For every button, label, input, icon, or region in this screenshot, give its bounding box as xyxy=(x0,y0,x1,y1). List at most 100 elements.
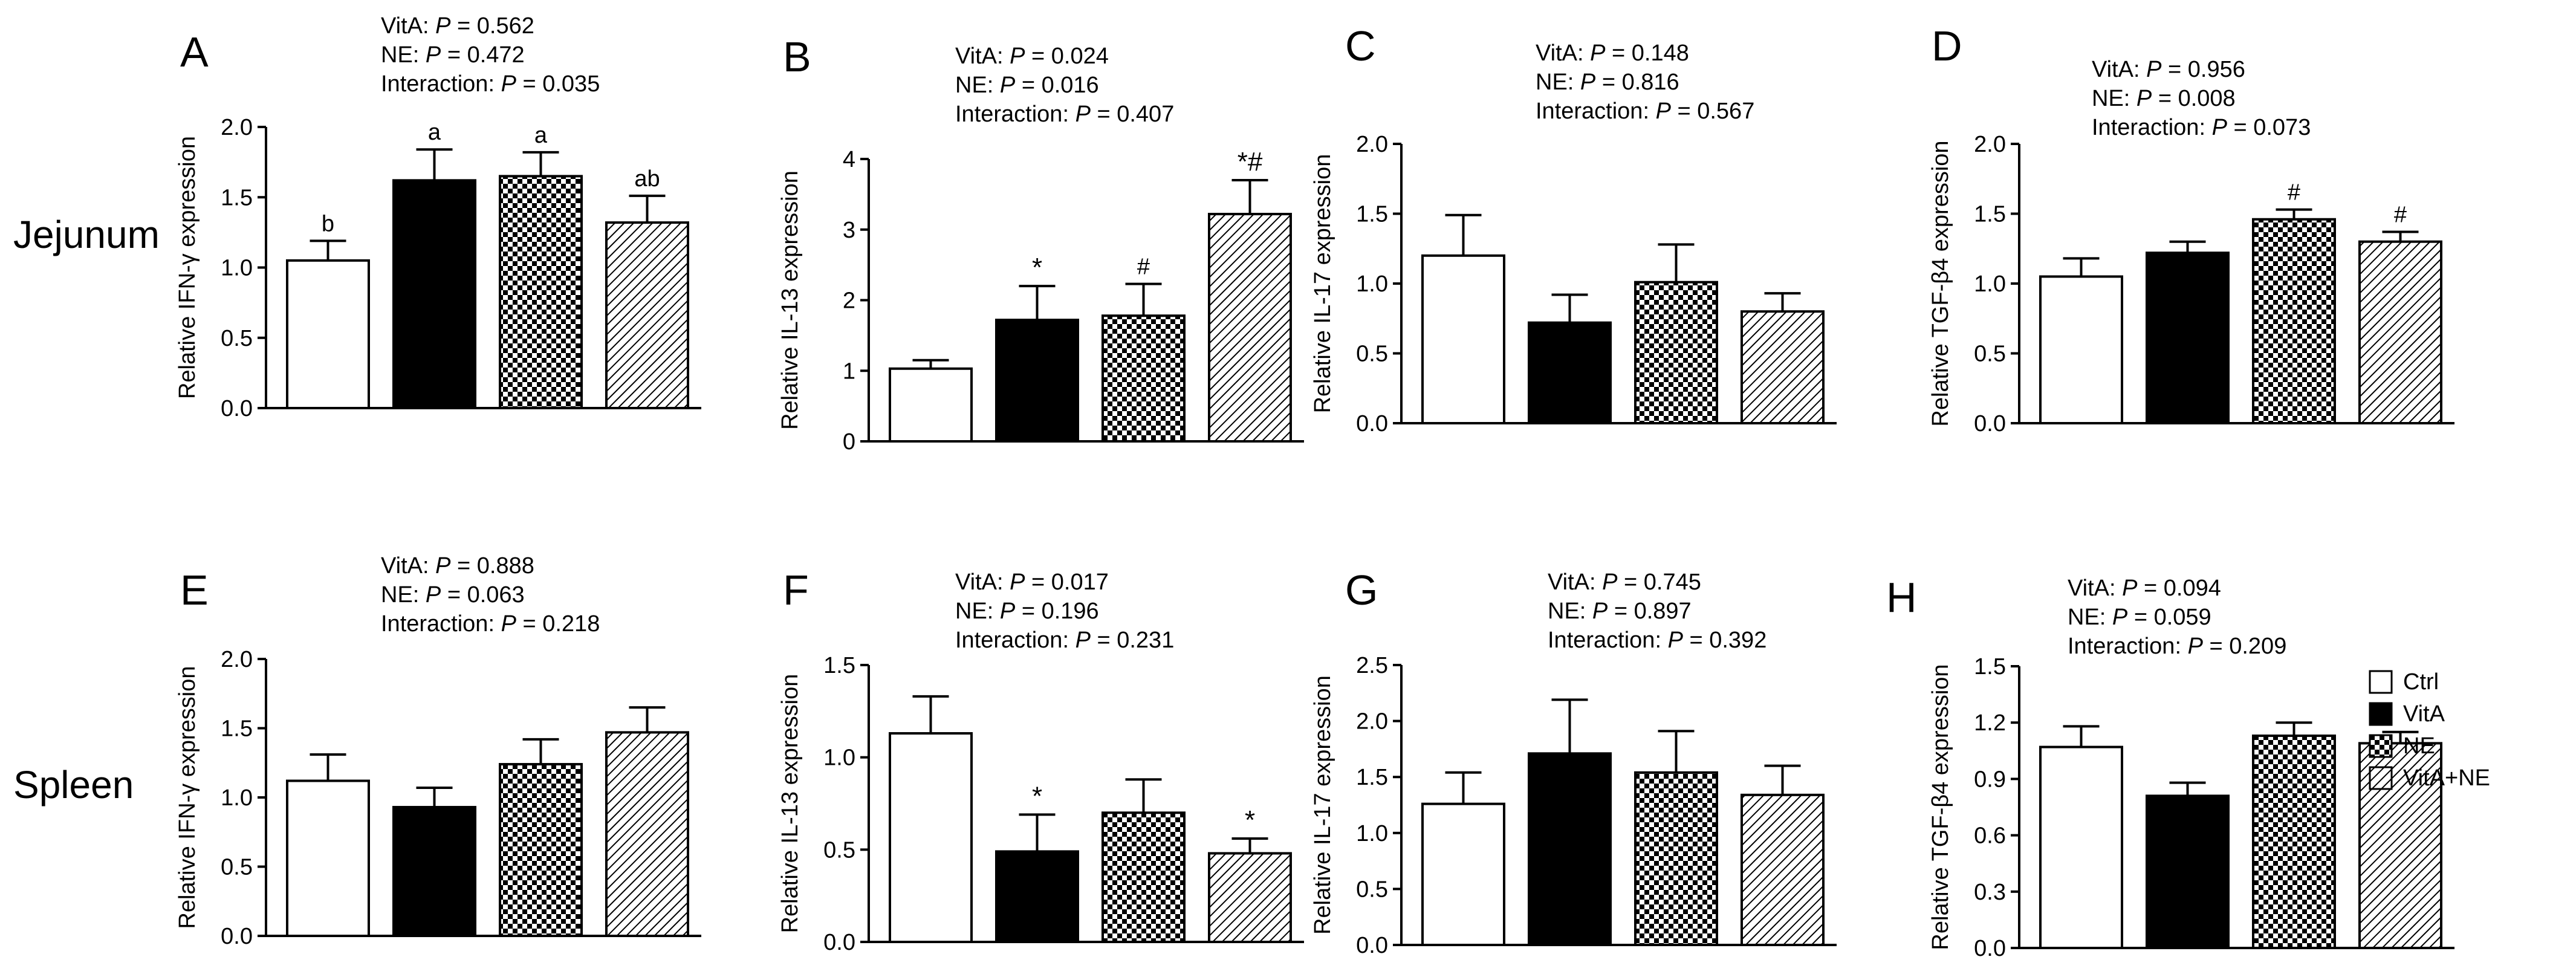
legend-label-vita-ne: VitA+NE xyxy=(2403,765,2490,791)
stat-line-f-1: VitA: P = 0.017 xyxy=(955,570,1109,595)
bar-e-ne xyxy=(499,763,583,938)
stat-line-e-3: Interaction: P = 0.218 xyxy=(381,611,600,637)
legend-item-ctrl: Ctrl xyxy=(2369,669,2439,695)
y-tick-label-f: 0.0 xyxy=(823,930,855,955)
bar-c-vita-ne xyxy=(1741,310,1825,425)
panel-d: D VitA: P = 0.956 NE: P = 0.008 Interaction… xyxy=(1928,22,2454,437)
significance-mark-b-vita: * xyxy=(1032,253,1042,282)
y-tick-label-b: 0 xyxy=(843,429,855,455)
legend-item-vita-ne: VitA+NE xyxy=(2369,765,2490,791)
bar-d-ne xyxy=(2252,218,2336,424)
significance-mark-a-vita: a xyxy=(428,120,441,145)
bar-b-ctrl xyxy=(889,367,973,443)
legend-swatch-ctrl xyxy=(2369,670,2393,694)
legend: Ctrl VitA NE VitA+NE xyxy=(2369,669,2490,791)
stat-line-c-1: VitA: P = 0.148 xyxy=(1536,41,1689,66)
y-tick-label-g: 1.5 xyxy=(1356,765,1388,790)
bar-a-ctrl xyxy=(286,259,370,409)
panel-letter-h: H xyxy=(1886,574,1917,621)
significance-mark-d-vita-ne: # xyxy=(2394,203,2407,228)
significance-mark-b-vita-ne: *# xyxy=(1238,147,1263,177)
y-tick-label-d: 1.0 xyxy=(1974,271,2006,297)
bar-d-vita xyxy=(2146,252,2230,424)
y-tick-label-e: 1.0 xyxy=(221,785,253,811)
y-tick-label-h: 1.5 xyxy=(1974,654,2006,680)
y-tick-label-a: 0.5 xyxy=(221,326,253,351)
panel-g: G VitA: P = 0.745 NE: P = 0.897 Interaction… xyxy=(1310,566,1837,958)
significance-mark-f-vita-ne: * xyxy=(1245,805,1255,835)
y-tick-label-c: 1.0 xyxy=(1356,271,1388,297)
y-tick-label-a: 1.0 xyxy=(221,256,253,281)
row-label-spleen: Spleen xyxy=(13,763,134,807)
y-tick-label-c: 2.0 xyxy=(1356,132,1388,157)
legend-item-vita: VitA xyxy=(2369,701,2445,727)
y-axis-label-f: Relative IL-13 expression xyxy=(777,674,803,933)
y-tick-label-g: 0.5 xyxy=(1356,877,1388,902)
y-tick-label-g: 1.0 xyxy=(1356,821,1388,846)
stat-line-e-2: NE: P = 0.063 xyxy=(381,582,525,608)
significance-mark-a-ne: a xyxy=(534,123,548,148)
bar-f-vita-ne xyxy=(1208,852,1292,943)
panel-letter-g: G xyxy=(1345,566,1378,614)
y-tick-label-h: 1.2 xyxy=(1974,710,2006,736)
bar-a-vita-ne xyxy=(605,221,689,409)
stat-line-b-3: Interaction: P = 0.407 xyxy=(955,102,1174,127)
y-tick-label-d: 0.5 xyxy=(1974,342,2006,367)
stat-line-g-2: NE: P = 0.897 xyxy=(1548,599,1692,624)
legend-swatch-ne xyxy=(2369,734,2393,758)
significance-mark-a-ctrl: b xyxy=(322,211,334,236)
panel-f: F VitA: P = 0.017 NE: P = 0.196 Interaction… xyxy=(777,566,1304,955)
bar-g-ctrl xyxy=(1421,802,1505,946)
stat-line-c-3: Interaction: P = 0.567 xyxy=(1536,99,1754,124)
bar-g-vita-ne xyxy=(1741,793,1825,947)
y-tick-label-e: 2.0 xyxy=(221,647,253,672)
y-tick-label-b: 2 xyxy=(843,288,855,314)
panel-c: C VitA: P = 0.148 NE: P = 0.816 Interaction… xyxy=(1310,22,1837,437)
panel-letter-c: C xyxy=(1345,22,1376,70)
y-tick-label-b: 3 xyxy=(843,218,855,243)
legend-item-ne: NE xyxy=(2369,733,2435,759)
stat-line-d-1: VitA: P = 0.956 xyxy=(2092,57,2245,82)
panel-letter-a: A xyxy=(180,28,209,76)
bar-e-vita-ne xyxy=(605,731,689,937)
y-tick-label-d: 2.0 xyxy=(1974,132,2006,157)
bar-f-vita xyxy=(995,850,1079,944)
y-tick-label-g: 2.5 xyxy=(1356,653,1388,678)
panel-letter-f: F xyxy=(783,566,809,614)
bar-h-vita xyxy=(2146,794,2230,949)
legend-swatch-vita-ne xyxy=(2369,766,2393,790)
y-tick-label-d: 0.0 xyxy=(1974,411,2006,437)
y-axis-label-h: Relative TGF-β4 expression xyxy=(1928,664,1953,950)
stat-line-f-3: Interaction: P = 0.231 xyxy=(955,628,1174,653)
y-axis-label-d: Relative TGF-β4 expression xyxy=(1928,140,1953,426)
stat-line-a-3: Interaction: P = 0.035 xyxy=(381,71,600,97)
y-axis-label-a: Relative IFN-γ expression xyxy=(175,136,200,399)
panel-letter-e: E xyxy=(180,566,209,614)
y-tick-label-d: 1.5 xyxy=(1974,202,2006,227)
bar-f-ne xyxy=(1101,811,1186,944)
y-tick-label-c: 0.0 xyxy=(1356,411,1388,437)
y-tick-label-c: 1.5 xyxy=(1356,202,1388,227)
y-tick-label-h: 0.0 xyxy=(1974,936,2006,961)
bar-b-vita xyxy=(995,319,1079,443)
stat-line-g-1: VitA: P = 0.745 xyxy=(1548,570,1701,595)
stat-line-c-2: NE: P = 0.816 xyxy=(1536,70,1679,95)
y-tick-label-g: 0.0 xyxy=(1356,933,1388,958)
bar-d-ctrl xyxy=(2039,275,2123,425)
bar-d-vita-ne xyxy=(2358,240,2442,424)
y-tick-label-e: 0.0 xyxy=(221,924,253,949)
y-tick-label-b: 4 xyxy=(843,147,855,172)
stat-line-b-2: NE: P = 0.016 xyxy=(955,73,1099,98)
y-axis-label-e: Relative IFN-γ expression xyxy=(175,666,200,929)
bar-g-vita xyxy=(1528,752,1612,946)
stat-line-h-1: VitA: P = 0.094 xyxy=(2068,576,2221,601)
y-tick-label-c: 0.5 xyxy=(1356,342,1388,367)
y-tick-label-e: 0.5 xyxy=(221,855,253,880)
row-label-jejunum: Jejunum xyxy=(13,213,160,256)
y-tick-label-b: 1 xyxy=(843,359,855,384)
stat-line-a-2: NE: P = 0.472 xyxy=(381,42,525,68)
y-tick-label-f: 0.5 xyxy=(823,837,855,863)
significance-mark-d-ne: # xyxy=(2288,180,2300,206)
y-tick-label-f: 1.0 xyxy=(823,745,855,771)
